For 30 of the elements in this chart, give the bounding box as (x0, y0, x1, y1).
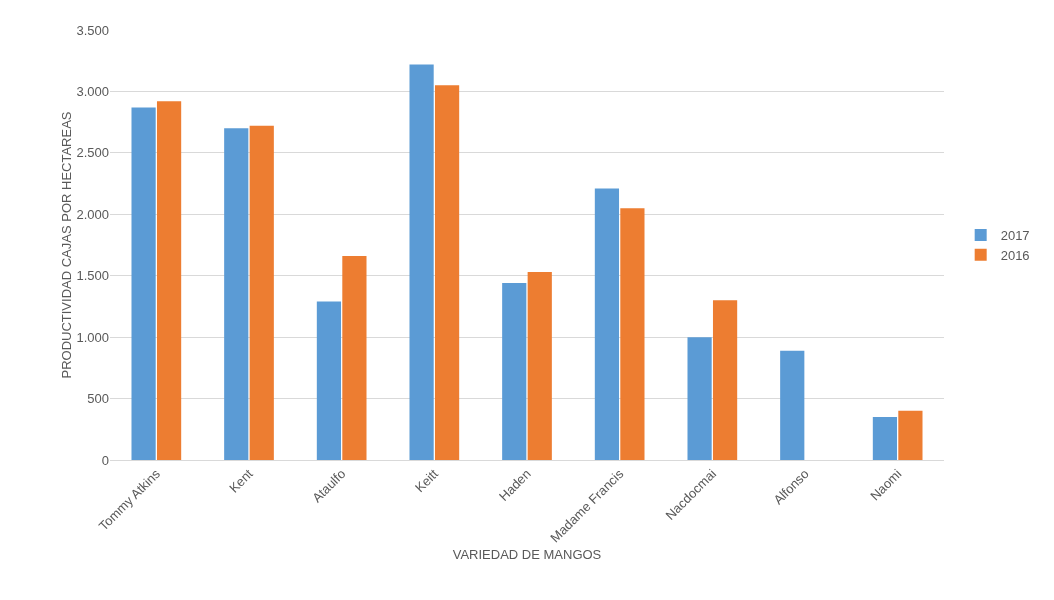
legend-label: 2017 (1000, 228, 1030, 244)
y-tick-label: 1.500 (76, 268, 109, 284)
bar (780, 350, 805, 460)
y-tick-label: 3.500 (76, 22, 109, 38)
y-tick-label: 2.500 (76, 145, 109, 161)
bar (131, 107, 156, 460)
y-axis-title: PRODUCTIVIDAD CAJAS POR HECTAREAS (59, 111, 75, 379)
legend-label: 2016 (1000, 247, 1030, 263)
y-tick-label: 2.000 (76, 206, 109, 222)
x-tick-label: Keitt (412, 465, 442, 496)
y-tick-label: 1.000 (76, 329, 109, 345)
x-axis-title: VARIEDAD DE MANGOS (452, 547, 602, 563)
y-tick-label: 3.000 (76, 83, 109, 99)
bar (687, 337, 712, 460)
bar (527, 272, 552, 460)
bar (249, 125, 274, 460)
y-tick-label: 0 (101, 452, 109, 468)
y-tick-label: 500 (87, 391, 109, 407)
bar (620, 208, 645, 460)
bar (409, 64, 434, 460)
bar (502, 283, 527, 460)
bar (156, 101, 182, 460)
bar (434, 85, 460, 460)
bar (898, 410, 923, 460)
bar (316, 301, 342, 460)
bar (224, 128, 249, 460)
bar (872, 417, 898, 460)
bar (342, 256, 367, 460)
bar (712, 300, 738, 460)
bar (594, 188, 620, 460)
